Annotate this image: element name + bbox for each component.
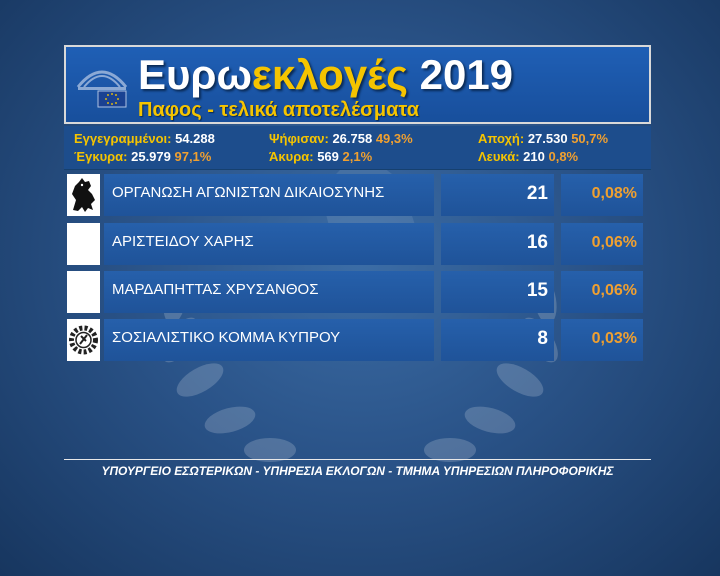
result-row-pct: 0,06% <box>561 271 643 313</box>
stat-registered-value: 54.288 <box>171 131 215 146</box>
stat-valid-pct: 97,1% <box>170 149 212 164</box>
stat-blank: Λευκά: 210 0,8% <box>478 149 578 164</box>
page-subtitle: Παφος - τελικά αποτελέσματα <box>138 99 420 121</box>
result-row-pct: 0,03% <box>561 319 643 361</box>
stat-voted: Ψήφισαν: 26.758 49,3% <box>269 131 413 146</box>
result-row-pct: 0,08% <box>561 174 643 216</box>
stat-registered-label: Εγγεγραμμένοι: <box>74 131 172 146</box>
eu-parliament-logo-icon <box>76 70 128 108</box>
stat-blank-label: Λευκά: <box>478 149 520 164</box>
stat-abstention-value: 27.530 <box>524 131 568 146</box>
footer-divider <box>64 459 651 460</box>
stat-registered: Εγγεγραμμένοι: 54.288 <box>74 131 215 146</box>
stat-invalid-pct: 2,1% <box>338 149 373 164</box>
result-row-votes: 16 <box>441 223 554 265</box>
result-row-votes: 21 <box>441 174 554 216</box>
stat-voted-label: Ψήφισαν: <box>269 131 329 146</box>
result-row-name: ΟΡΓΑΝΩΣΗ ΑΓΩΝΙΣΤΩΝ ΔΙΚΑΙΟΣΥΝΗΣ <box>104 174 434 216</box>
gear-emblem-icon <box>67 319 100 361</box>
stat-blank-pct: 0,8% <box>544 149 579 164</box>
title-banner: Ευρωεκλογές 2019 Παφος - τελικά αποτελέσ… <box>64 45 651 124</box>
result-row-name: ΜΑΡΔΑΠΗΤΤΑΣ ΧΡΥΣΑΝΘΟΣ <box>104 271 434 313</box>
title-part-euro: Ευρω <box>138 51 252 98</box>
title-part-elections: εκλογές <box>251 51 408 98</box>
result-row-name: ΑΡΙΣΤΕΙΔΟΥ ΧΑΡΗΣ <box>104 223 434 265</box>
stat-voted-pct: 49,3% <box>372 131 413 146</box>
stat-blank-value: 210 <box>519 149 545 164</box>
result-row-name: ΣΟΣΙΑΛΙΣΤΙΚΟ ΚΟΜΜΑ ΚΥΠΡΟΥ <box>104 319 434 361</box>
result-row-votes: 15 <box>441 271 554 313</box>
result-row-pct: 0,06% <box>561 223 643 265</box>
title-part-year: 2019 <box>407 51 514 98</box>
stat-invalid-label: Άκυρα: <box>269 149 314 164</box>
stat-voted-value: 26.758 <box>328 131 373 146</box>
lion-emblem-icon <box>67 174 100 216</box>
stat-invalid: Άκυρα: 569 2,1% <box>269 149 372 164</box>
stat-valid-label: Έγκυρα: <box>74 149 128 164</box>
stat-abstention-pct: 50,7% <box>567 131 609 146</box>
blank-icon <box>67 271 100 313</box>
result-row-votes: 8 <box>441 319 554 361</box>
footer-credit: ΥΠΟΥΡΓΕΙΟ ΕΣΩΤΕΡΙΚΩΝ - ΥΠΗΡΕΣΙΑ ΕΚΛΟΓΩΝ … <box>101 464 614 478</box>
turnout-stats-panel: Εγγεγραμμένοι: 54.288 Ψήφισαν: 26.758 49… <box>64 126 651 170</box>
stat-abstention: Αποχή: 27.530 50,7% <box>478 131 608 146</box>
stat-valid: Έγκυρα: 25.979 97,1% <box>74 149 211 164</box>
stat-invalid-value: 569 <box>313 149 339 164</box>
blank-icon <box>67 223 100 265</box>
stat-abstention-label: Αποχή: <box>478 131 525 146</box>
stat-valid-value: 25.979 <box>127 149 171 164</box>
page-title: Ευρωεκλογές 2019 <box>138 51 513 99</box>
